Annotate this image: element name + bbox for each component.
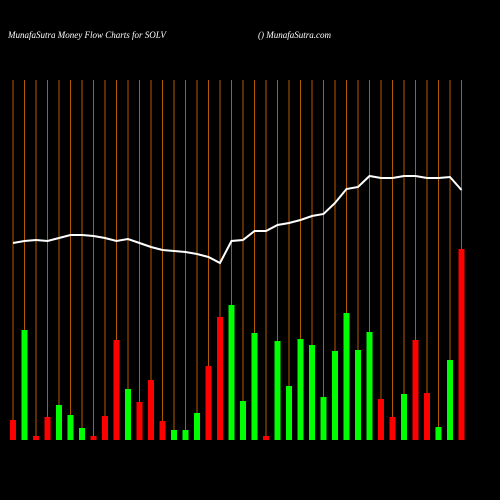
chart-subtitle: () MunafaSutra.com (258, 30, 331, 40)
bar (401, 394, 407, 440)
bar (56, 405, 62, 440)
bar (286, 386, 292, 440)
bar (21, 330, 28, 440)
bar (205, 366, 212, 440)
bar (79, 428, 85, 440)
bar (102, 416, 108, 440)
bar (217, 317, 223, 440)
bar (320, 397, 327, 440)
bar (447, 360, 453, 440)
bar (424, 393, 430, 440)
bar (251, 333, 258, 440)
bar (90, 436, 97, 440)
bar (389, 417, 396, 440)
bar (159, 421, 166, 440)
money-flow-line (12, 174, 463, 265)
bar (136, 402, 143, 440)
bar (148, 380, 154, 440)
bar (125, 389, 131, 440)
bar (263, 436, 269, 440)
bar (67, 415, 74, 440)
bar (240, 401, 246, 440)
bar (171, 430, 177, 440)
bar (458, 249, 465, 440)
chart-title: MunafaSutra Money Flow Charts for SOLV (7, 30, 167, 40)
bar (355, 350, 361, 440)
bar (182, 430, 189, 440)
bar (412, 340, 419, 440)
bar (343, 313, 350, 440)
bar (44, 417, 51, 440)
bar (228, 305, 235, 440)
bar (366, 332, 373, 440)
bar (435, 427, 442, 440)
bar (33, 436, 39, 440)
bar (113, 340, 120, 440)
bar (297, 339, 304, 440)
bar (309, 345, 315, 440)
bar (274, 341, 281, 440)
bar (10, 420, 16, 440)
bar (332, 351, 338, 440)
bar (378, 399, 384, 440)
bar (194, 413, 200, 440)
